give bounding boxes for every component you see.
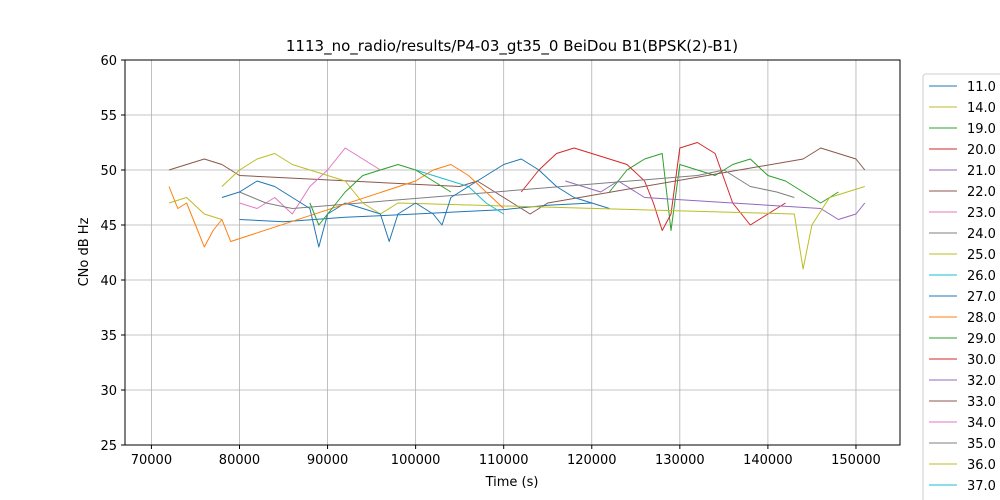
legend-label: 27.0 xyxy=(967,290,996,305)
legend-label: 34.0 xyxy=(967,416,996,431)
legend-label: 33.0 xyxy=(967,395,996,410)
legend-label: 32.0 xyxy=(967,374,996,389)
x-tick-label: 70000 xyxy=(131,453,172,468)
x-tick-label: 110000 xyxy=(479,453,529,468)
x-tick-label: 130000 xyxy=(655,453,705,468)
y-tick-label: 35 xyxy=(100,329,117,344)
legend: 11.0 14.0 19.0 20.0 21.0 22.0 23.0 24.0 25.0 26.0… xyxy=(922,73,1000,500)
legend-label: 35.0 xyxy=(967,437,996,452)
y-axis-label: CNo dB Hz xyxy=(77,217,92,286)
x-tick-label: 120000 xyxy=(567,453,617,468)
legend-label: 26.0 xyxy=(967,269,996,284)
legend-label: 21.0 xyxy=(967,164,996,179)
series-line-28.0 xyxy=(168,164,505,248)
legend-label: 36.0 xyxy=(967,458,996,473)
legend-label: 20.0 xyxy=(967,143,996,158)
series-line-25.0 xyxy=(221,153,865,270)
y-tick-label: 40 xyxy=(100,274,117,289)
legend-label: 24.0 xyxy=(967,227,996,242)
series-line-11.0 xyxy=(239,202,610,223)
y-tick-label: 55 xyxy=(100,109,117,124)
series-line-21.0 xyxy=(565,180,866,220)
series-line-24.0 xyxy=(239,169,795,209)
x-tick-label: 140000 xyxy=(743,453,793,468)
legend-label: 30.0 xyxy=(967,353,996,368)
x-tick-label: 80000 xyxy=(219,453,260,468)
y-tick-label: 25 xyxy=(100,439,117,454)
y-axis: 25 30 35 40 45 50 55 60 xyxy=(100,54,125,454)
x-axis-label: Time (s) xyxy=(485,475,539,490)
legend-box xyxy=(922,73,1000,500)
y-tick-label: 30 xyxy=(100,384,117,399)
series-line-26.0 xyxy=(415,169,504,215)
legend-label: 23.0 xyxy=(967,206,996,221)
series-layer xyxy=(168,142,866,270)
x-tick-label: 90000 xyxy=(307,453,348,468)
legend-label: 29.0 xyxy=(967,332,996,347)
legend-label: 37.0 xyxy=(967,479,996,494)
y-tick-label: 50 xyxy=(100,164,117,179)
y-tick-label: 45 xyxy=(100,219,117,234)
series-line-29.0 xyxy=(309,164,452,226)
chart-title: 1113_no_radio/results/P4-03_gt35_0 BeiDo… xyxy=(286,37,738,56)
legend-label: 28.0 xyxy=(967,311,996,326)
grid xyxy=(125,59,900,446)
legend-label: 19.0 xyxy=(967,122,996,137)
series-line-27.0 xyxy=(221,158,592,248)
legend-label: 25.0 xyxy=(967,248,996,263)
plot-frame xyxy=(124,59,901,446)
legend-label: 11.0 xyxy=(967,80,996,95)
series-line-20.0 xyxy=(520,142,786,231)
y-tick-label: 60 xyxy=(100,54,117,69)
series-line-22.0 xyxy=(168,147,866,215)
x-tick-label: 150000 xyxy=(831,453,881,468)
x-tick-label: 100000 xyxy=(391,453,441,468)
series-line-19.0 xyxy=(609,153,839,231)
series-line-23.0 xyxy=(239,147,381,215)
series-line-14.0 xyxy=(168,197,223,220)
x-axis: 70000 80000 90000 100000 110000 120000 130000 1… xyxy=(131,445,881,468)
legend-label: 22.0 xyxy=(967,185,996,200)
legend-label: 14.0 xyxy=(967,101,996,116)
